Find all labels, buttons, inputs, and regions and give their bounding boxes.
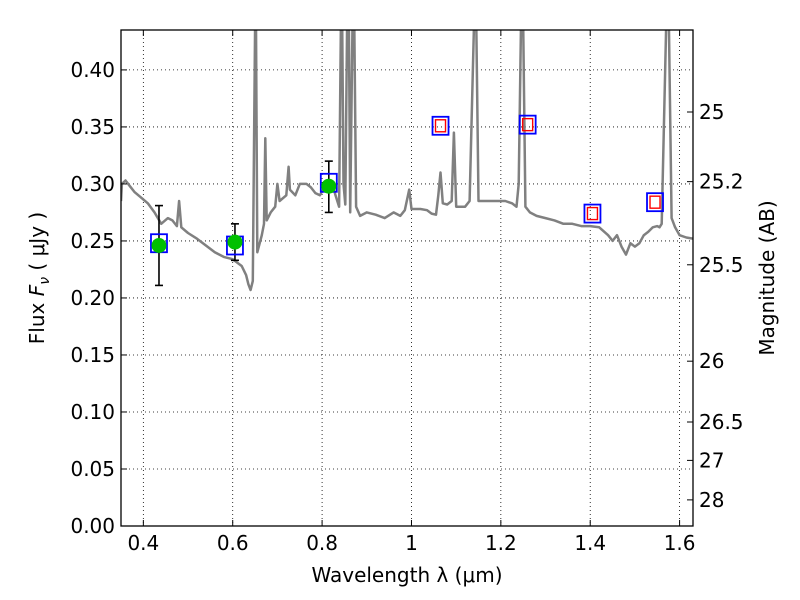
observed-points [151,178,337,254]
y-axis-label: Flux Fν ( μJy ) [25,212,53,344]
y-axis-label-pre: Flux [25,296,49,344]
upper-model-boxes [434,117,661,221]
y2-tick-label: 25 [699,100,724,124]
plot-area [121,30,693,526]
y-tick-label: 0.05 [70,457,115,481]
y-axis-ticks: 0.00 0.05 0.10 0.15 0.20 0.25 0.30 0.35 0.40 [70,58,127,538]
x-tick-label: 0.8 [306,531,338,555]
y-tick-label: 0.20 [70,286,115,310]
x-tick-label: 1.4 [574,531,606,555]
observed-point [321,178,337,194]
x-tick-label: 1.6 [664,531,696,555]
x-tick-label: 1.2 [485,531,517,555]
x-axis-ticks: 0.4 0.6 0.8 1 1.2 1.4 1.6 [127,30,696,555]
upper-model-box [434,119,447,133]
upper-model-box [521,117,534,132]
upper-model-box [649,195,661,209]
y-tick-label: 0.15 [70,343,115,367]
observed-point [151,238,167,254]
spectrum-line [121,30,693,292]
y2-axis-label: Magnitude (AB) [755,200,779,355]
y2-tick-label: 28 [699,488,724,512]
spectrum-series [121,30,693,292]
x-axis-label: Wavelength λ (μm) [311,563,502,587]
y-tick-label: 0.30 [70,172,115,196]
y2-tick-label: 25.5 [699,253,744,277]
y-tick-label: 0.00 [70,514,115,538]
y-tick-label: 0.35 [70,115,115,139]
upper-model-box [586,206,599,221]
y2-tick-label: 25.2 [699,170,744,194]
y2-tick-label: 26 [699,349,724,373]
model-box [646,192,664,213]
y-tick-label: 0.25 [70,229,115,253]
model-box [583,203,602,224]
grid-lines [121,30,693,526]
y2-tick-label: 26.5 [699,410,744,434]
y2-tick-label: 27 [699,448,724,472]
y2-axis-ticks: 25 25.2 25.5 26 26.5 27 28 [687,100,744,512]
x-tick-label: 1 [405,531,418,555]
y-tick-label: 0.10 [70,400,115,424]
y-axis-label-symbol: F [25,284,49,296]
x-tick-label: 0.4 [127,531,159,555]
plot-frame [120,29,694,527]
y-tick-label: 0.40 [70,58,115,82]
x-tick-label: 0.6 [217,531,249,555]
y-axis-label-unit: ( μJy ) [25,212,49,277]
model-photometry-boxes [150,114,664,256]
observed-point [227,234,243,250]
model-box [518,114,537,135]
y-axis-label-subscript: ν [37,277,53,285]
model-box [431,115,450,136]
